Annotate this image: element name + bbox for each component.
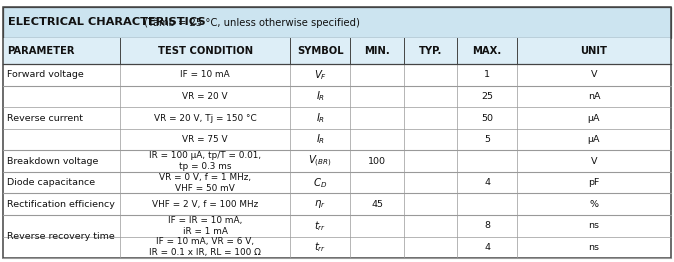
Text: VR = 20 V: VR = 20 V [183, 92, 228, 101]
Bar [3, 7, 671, 38]
Text: V: V [590, 157, 597, 166]
Text: $I_R$: $I_R$ [315, 90, 325, 103]
Bar [3, 193, 671, 215]
Text: nA: nA [588, 92, 600, 101]
Text: 45: 45 [371, 200, 383, 209]
Text: TEST CONDITION: TEST CONDITION [158, 46, 253, 56]
Text: Reverse current: Reverse current [7, 113, 84, 123]
Text: Breakdown voltage: Breakdown voltage [7, 157, 99, 166]
Text: 50: 50 [481, 113, 493, 123]
Bar [3, 38, 671, 64]
Text: IR = 100 μA, tp/T = 0.01,
tp = 0.3 ms: IR = 100 μA, tp/T = 0.01, tp = 0.3 ms [149, 151, 262, 171]
Text: IF = 10 mA: IF = 10 mA [181, 70, 230, 79]
Text: VR = 0 V, f = 1 MHz,
VHF = 50 mV: VR = 0 V, f = 1 MHz, VHF = 50 mV [159, 173, 251, 193]
Text: $t_{rr}$: $t_{rr}$ [314, 219, 326, 233]
Text: PARAMETER: PARAMETER [7, 46, 75, 56]
Text: Forward voltage: Forward voltage [7, 70, 84, 79]
Text: $V_{(BR)}$: $V_{(BR)}$ [309, 154, 332, 169]
Text: VR = 75 V: VR = 75 V [183, 135, 228, 144]
Text: ELECTRICAL CHARACTERISTICS: ELECTRICAL CHARACTERISTICS [8, 17, 206, 27]
Text: Reverse recovery time: Reverse recovery time [7, 232, 115, 241]
Text: $\eta_r$: $\eta_r$ [315, 198, 326, 210]
Text: 1: 1 [484, 70, 490, 79]
Bar [3, 86, 671, 150]
Text: IF = 10 mA, VR = 6 V,
IR = 0.1 x IR, RL = 100 Ω: IF = 10 mA, VR = 6 V, IR = 0.1 x IR, RL … [149, 237, 261, 257]
Text: 100: 100 [368, 157, 386, 166]
Bar [3, 172, 671, 193]
Text: 8: 8 [484, 221, 490, 230]
Text: (Tâmb = 25 °C, unless otherwise specified): (Tâmb = 25 °C, unless otherwise specifie… [141, 17, 360, 28]
Text: Rectification efficiency: Rectification efficiency [7, 200, 115, 209]
Text: $I_R$: $I_R$ [315, 111, 325, 125]
Text: μA: μA [588, 135, 600, 144]
Text: ns: ns [588, 243, 599, 252]
Text: V: V [590, 70, 597, 79]
Bar [3, 150, 671, 172]
Text: TYP.: TYP. [419, 46, 442, 56]
Text: pF: pF [588, 178, 600, 187]
Text: 25: 25 [481, 92, 493, 101]
Text: IF = IR = 10 mA,
iR = 1 mA: IF = IR = 10 mA, iR = 1 mA [168, 216, 243, 236]
Text: 5: 5 [484, 135, 490, 144]
Text: $t_{rr}$: $t_{rr}$ [314, 241, 326, 254]
Text: Diode capacitance: Diode capacitance [7, 178, 96, 187]
Text: UNIT: UNIT [580, 46, 607, 56]
Bar [3, 64, 671, 86]
Bar [3, 215, 671, 258]
Text: $C_D$: $C_D$ [313, 176, 328, 190]
Text: MIN.: MIN. [364, 46, 390, 56]
Text: VHF = 2 V, f = 100 MHz: VHF = 2 V, f = 100 MHz [152, 200, 258, 209]
Text: VR = 20 V, Tj = 150 °C: VR = 20 V, Tj = 150 °C [154, 113, 257, 123]
Text: 4: 4 [484, 243, 490, 252]
Text: SYMBOL: SYMBOL [297, 46, 344, 56]
Text: μA: μA [588, 113, 600, 123]
Text: MAX.: MAX. [472, 46, 501, 56]
Text: 4: 4 [484, 178, 490, 187]
Text: $I_R$: $I_R$ [315, 133, 325, 146]
Text: $V_F$: $V_F$ [314, 68, 327, 82]
Text: ns: ns [588, 221, 599, 230]
Text: %: % [589, 200, 599, 209]
